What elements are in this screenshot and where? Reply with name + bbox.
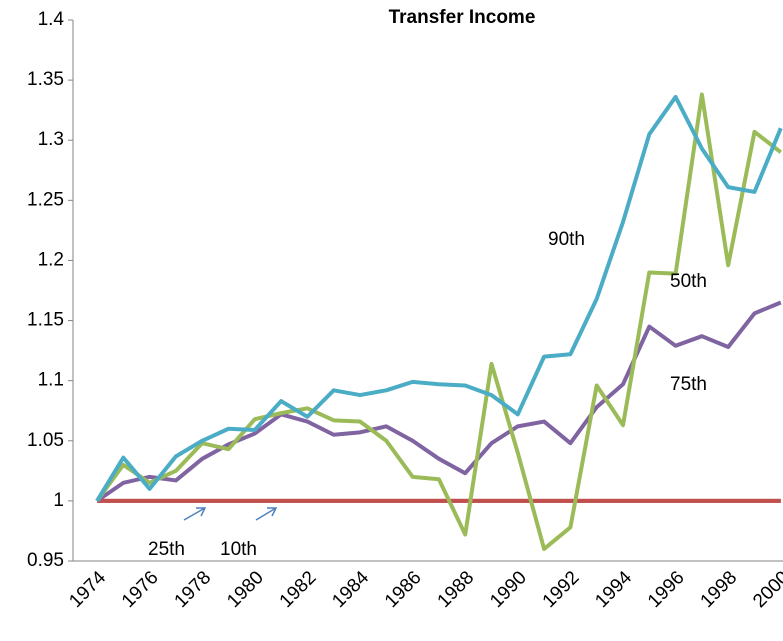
x-tick-label: 1974 (65, 567, 110, 612)
y-tick-label: 1.05 (27, 430, 64, 451)
series-label: 75th (670, 374, 707, 395)
y-tick-label: 1.1 (38, 370, 64, 391)
y-tick-label: 1 (53, 490, 64, 511)
x-tick-label: 1998 (697, 567, 742, 612)
y-tick-label: 1.15 (27, 310, 64, 331)
x-tick-label: 1986 (381, 567, 426, 612)
line (95, 92, 783, 551)
arrows (183, 507, 278, 521)
arrow (255, 507, 278, 521)
x-tick-label: 1992 (539, 567, 584, 612)
x-tick-label: 1982 (276, 567, 321, 612)
y-tick-label: 1.35 (27, 69, 64, 90)
series-label: 10th (220, 539, 257, 560)
series-label: 25th (148, 539, 185, 560)
y-tick-label: 0.95 (27, 550, 64, 571)
y-tick-label: 1.4 (38, 9, 65, 30)
line (95, 300, 782, 503)
y-tick-label: 1.2 (38, 249, 64, 270)
x-tick-label: 1996 (644, 567, 689, 612)
series-label: 50th (670, 271, 707, 292)
x-tick-label: 2000 (749, 567, 783, 612)
x-tick-label: 1984 (328, 567, 373, 612)
arrow (183, 507, 207, 521)
y-tick-label: 1.3 (38, 129, 64, 150)
chart-title: Transfer Income (389, 7, 536, 28)
x-tick-label: 1994 (591, 567, 636, 612)
x-tick-label: 1978 (171, 567, 216, 612)
x-tick-label: 1980 (223, 567, 268, 612)
series-label: 90th (548, 229, 585, 250)
y-tick-label: 1.25 (27, 189, 64, 210)
x-tick-label: 1988 (434, 567, 479, 612)
x-tick-label: 1990 (486, 567, 531, 612)
x-tick-label: 1976 (118, 567, 163, 612)
line (95, 94, 783, 502)
